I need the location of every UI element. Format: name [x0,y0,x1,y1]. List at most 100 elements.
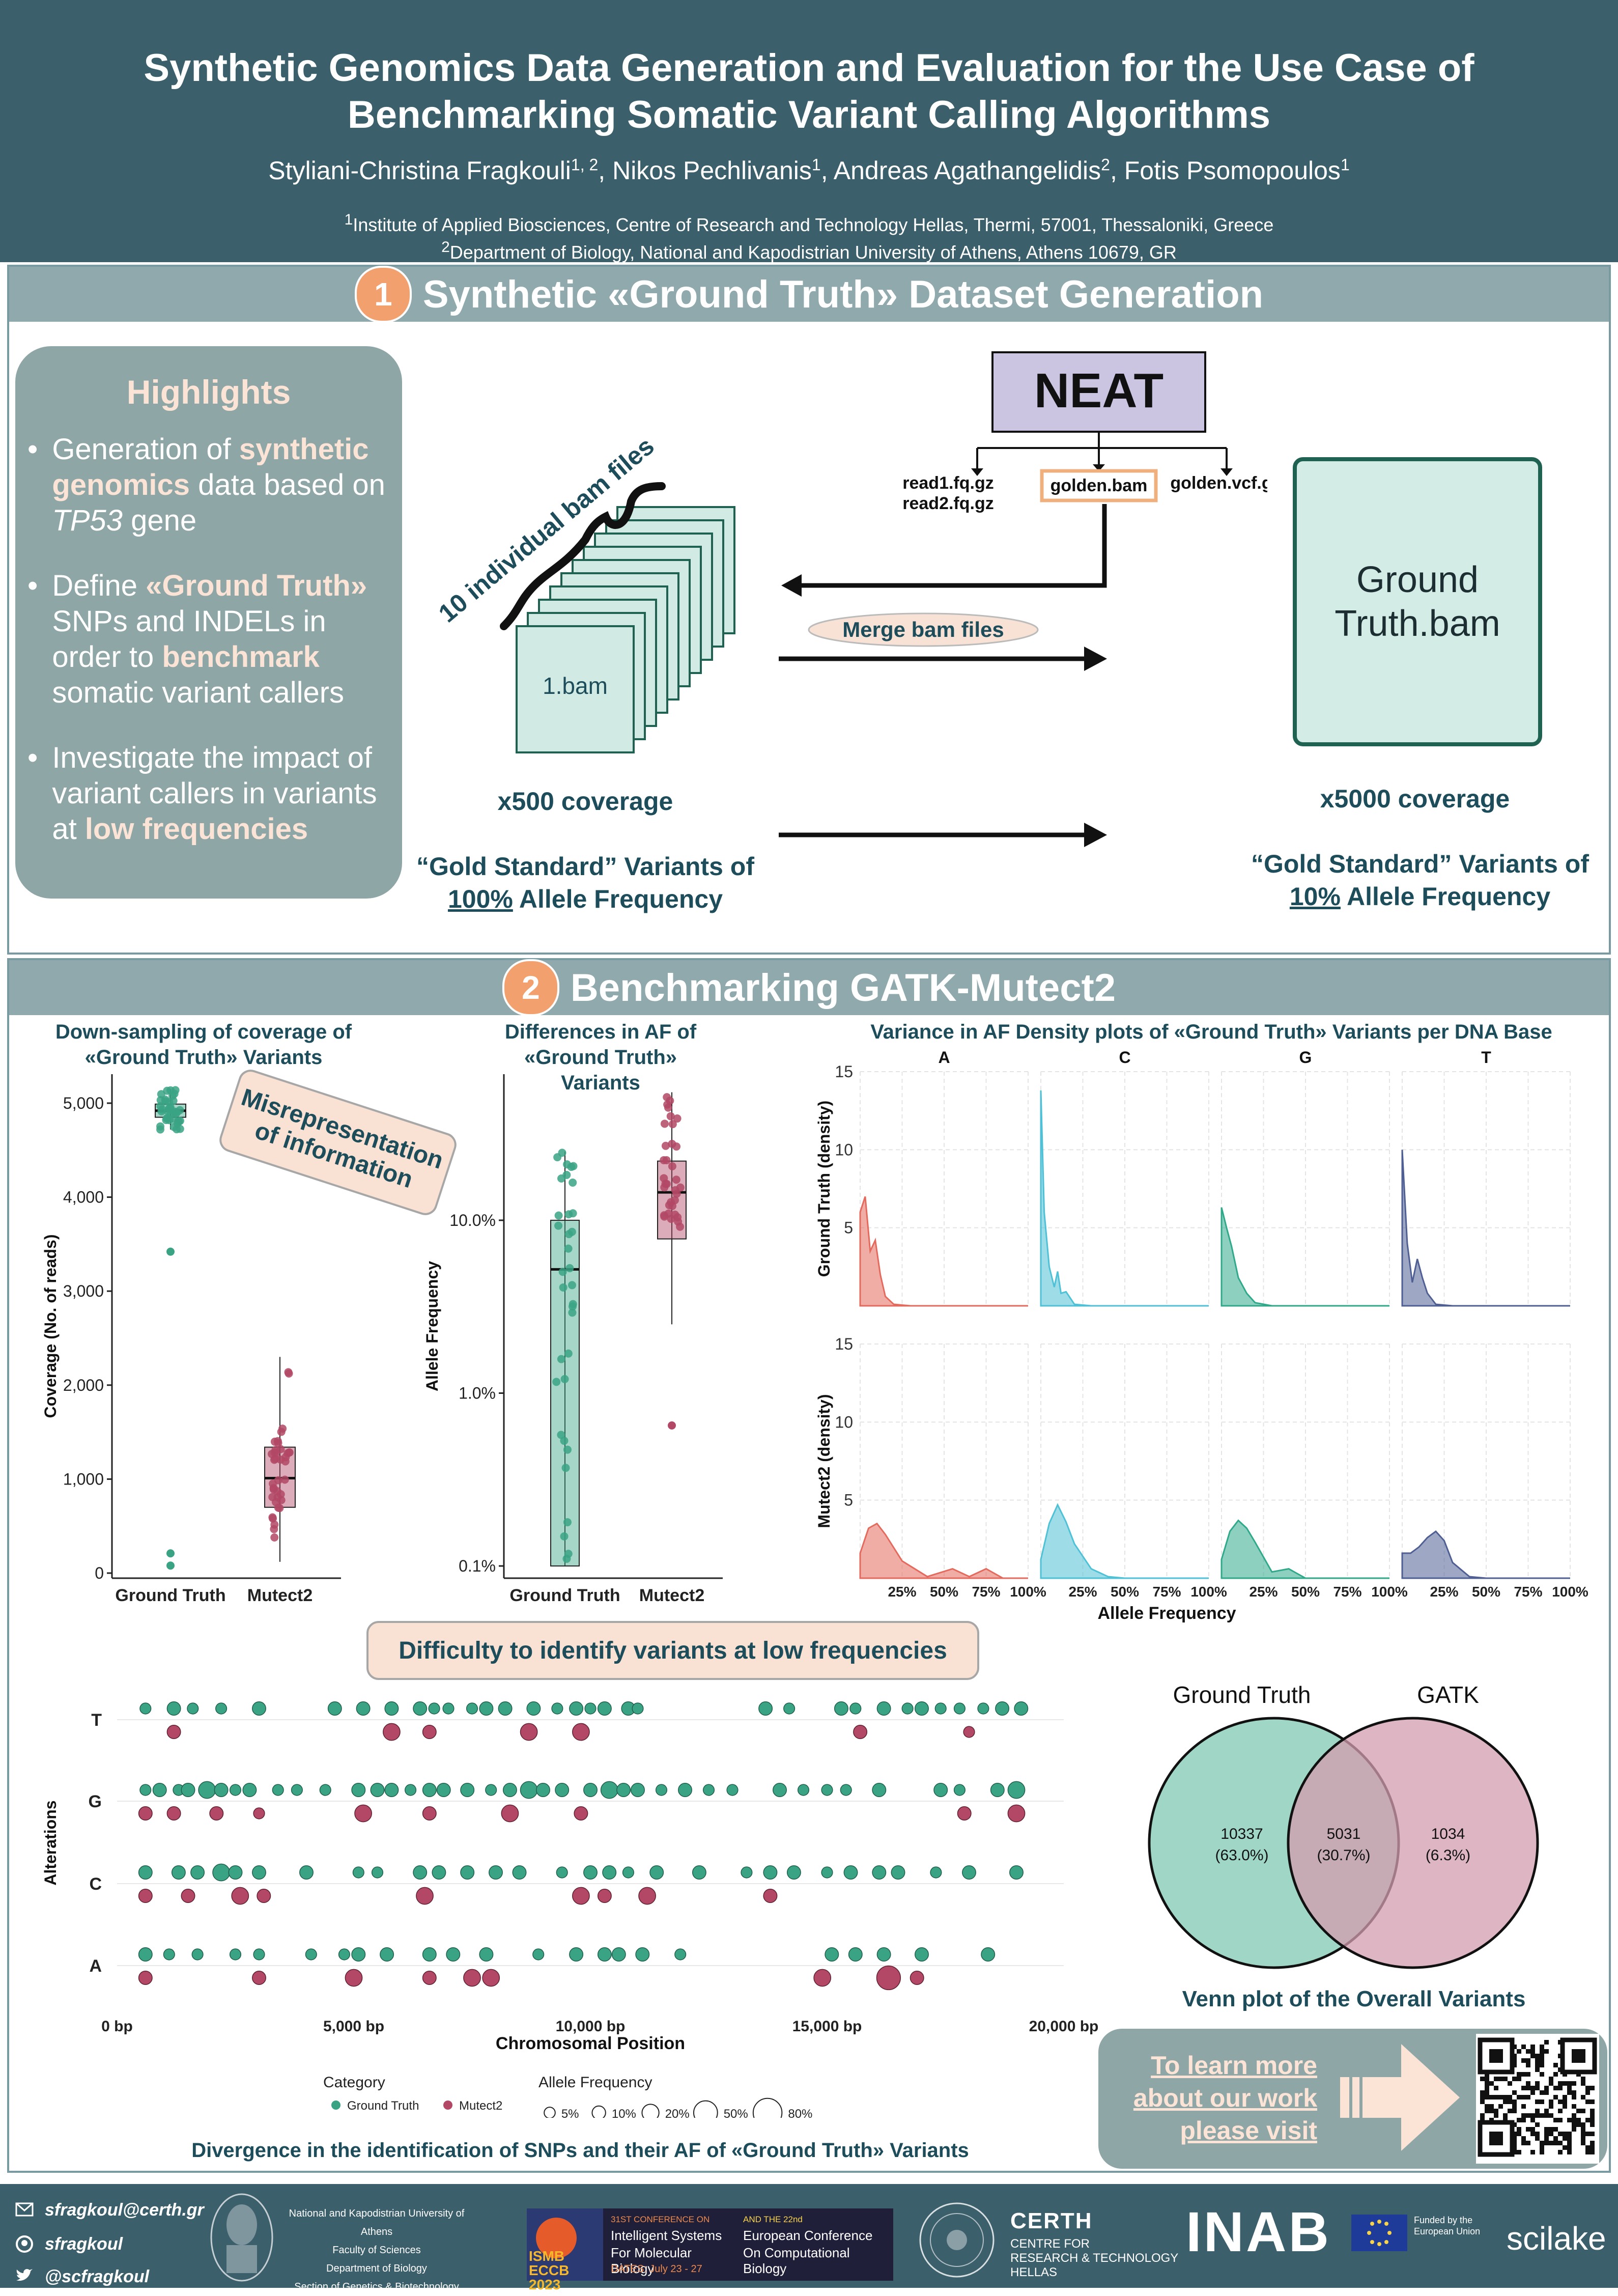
data-point [660,1211,668,1220]
data-point [664,1103,672,1112]
data-point [274,1503,282,1512]
data-point [163,1086,172,1095]
data-point [158,1105,166,1114]
x-tick-label: 50% [1472,1584,1500,1600]
y-tick-label: 4,000 [63,1188,104,1207]
legend-label: Mutect2 [459,2099,502,2113]
x-tick-label: 0 bp [101,2018,133,2035]
venn-region-count: 10337 [1220,1826,1263,1842]
difficulty-text: Difficulty to identify variants at low f… [399,1637,947,1664]
highlights-title: Highlights [126,373,291,411]
ground-truth-point [583,1783,598,1797]
ground-truth-point [291,1784,303,1796]
section-2-title: Benchmarking GATK-Mutect2 [570,966,1116,1010]
data-point [660,1119,669,1128]
ground-truth-point [422,1783,437,1797]
learn-more-link[interactable]: To learn more about our work please visi… [1133,2051,1317,2145]
data-point [276,1455,285,1464]
ground-truth-point [242,1783,257,1797]
ground-truth-point [466,1702,478,1715]
data-point [164,1104,173,1113]
ground-truth-point [872,1865,887,1880]
density-area [1401,1150,1570,1307]
ground-truth-point [489,1865,503,1880]
mutect2-point [501,1804,519,1823]
x-tick-label: 75% [1333,1584,1361,1600]
data-point [270,1533,279,1542]
ground-truth-point [848,1947,863,1962]
ground-truth-point [532,1948,545,1961]
bam-file-card [516,625,635,753]
density-area [1220,1519,1389,1579]
arrow-to-bam-stack [794,504,1107,588]
mutect2-point [138,1971,153,1985]
ground-truth-point [678,1783,692,1797]
coverage-plot-title: Down-sampling of coverage of «Ground Tru… [55,1021,352,1069]
bam-front-label: 1.bam [543,673,608,699]
data-point [274,1439,282,1447]
gold-standard-right-suffix: Allele Frequency [1340,882,1551,911]
data-point [562,1160,571,1169]
ground-truth-point [352,1866,364,1879]
coverage-boxplot: 0 1,000 2,000 3,000 4,000 5,000 Coverage (No. … [41,1074,341,1605]
ground-truth-point [139,1784,152,1796]
gold-standard-left-suffix: Allele Frequency [513,885,723,913]
mutect2-point [876,1965,901,1991]
y-tick-label: 1.0% [459,1384,496,1402]
ground-truth-point [635,1947,650,1962]
mutect2-point [1007,1804,1026,1823]
ground-truth-point [726,1784,739,1796]
authors: Styliani-Christina Fragkouli1, 2, Nikos … [268,155,1350,185]
data-point [271,1446,280,1454]
x-tick-label: 50% [930,1584,958,1600]
outlier-point [166,1549,175,1558]
author: Fotis Psomopoulos1 [1124,155,1350,185]
qr-code-icon[interactable] [1476,2034,1599,2164]
data-point [270,1455,278,1464]
ground-truth-point [512,1865,527,1880]
contact-twitter[interactable]: @scfragkoul [45,2267,150,2286]
data-point [558,1149,566,1157]
ground-truth-point [655,1784,668,1796]
contact-email[interactable]: sfragkoul@certh.gr [45,2200,204,2220]
x-tick-label: 100% [1552,1584,1588,1600]
row-label: C [89,1874,102,1894]
y-tick-label: 15 [835,1062,853,1081]
scilake-logo: scilake [1507,2220,1606,2257]
data-point [660,1174,668,1183]
certh-line: CENTRE FOR [1010,2237,1090,2251]
x-tick-label: 25% [1068,1584,1097,1600]
venn-diagram: Ground Truth GATK 10337 (63.0%) 5031 (30.7%) 1… [1148,1682,1539,1969]
data-point [667,1215,675,1223]
mutect2-point [910,1971,924,1985]
ismb-lion-icon [536,2218,577,2258]
legend-swatch [331,2101,340,2110]
highlights-panel: Highlights • Generation of synthetic geno… [15,346,402,899]
venn-set-label: Ground Truth [1173,1682,1311,1708]
eccb-line1: AND THE 22nd [743,2215,803,2224]
ground-truth-point [692,1865,706,1880]
x-tick-label: 20,000 bp [1029,2018,1099,2035]
y-axis-label: Allele Frequency [423,1261,441,1391]
legend-category-title: Category [323,2074,385,2091]
ground-truth-bam-label: Ground Truth.bam [1335,559,1500,644]
ground-truth-point [428,1702,440,1715]
data-point [557,1355,565,1363]
x-axis-label: Chromosomal Position [496,2034,685,2053]
contact-github[interactable]: sfragkoul [45,2234,123,2254]
y-tick-label: 10 [835,1140,853,1159]
university-line: National and Kapodistrian University of … [289,2208,465,2237]
x-tick-label: 75% [1152,1584,1181,1600]
x-tick-label: 100% [1371,1584,1408,1600]
ground-truth-point [584,1702,597,1715]
ground-truth-point [583,1865,598,1880]
neat-label: NEAT [1034,363,1163,418]
university-line: Faculty of Sciences [332,2245,421,2256]
ground-truth-point [370,1783,385,1797]
y-tick-label: 3,000 [63,1282,104,1300]
merge-label-pill [808,612,1039,647]
x-tick-label: 50% [1111,1584,1139,1600]
ismb-dates: DATES: July 23 - 27 [611,2263,702,2275]
data-point [563,1518,572,1527]
x-tick-label: 5,000 bp [323,2018,384,2035]
